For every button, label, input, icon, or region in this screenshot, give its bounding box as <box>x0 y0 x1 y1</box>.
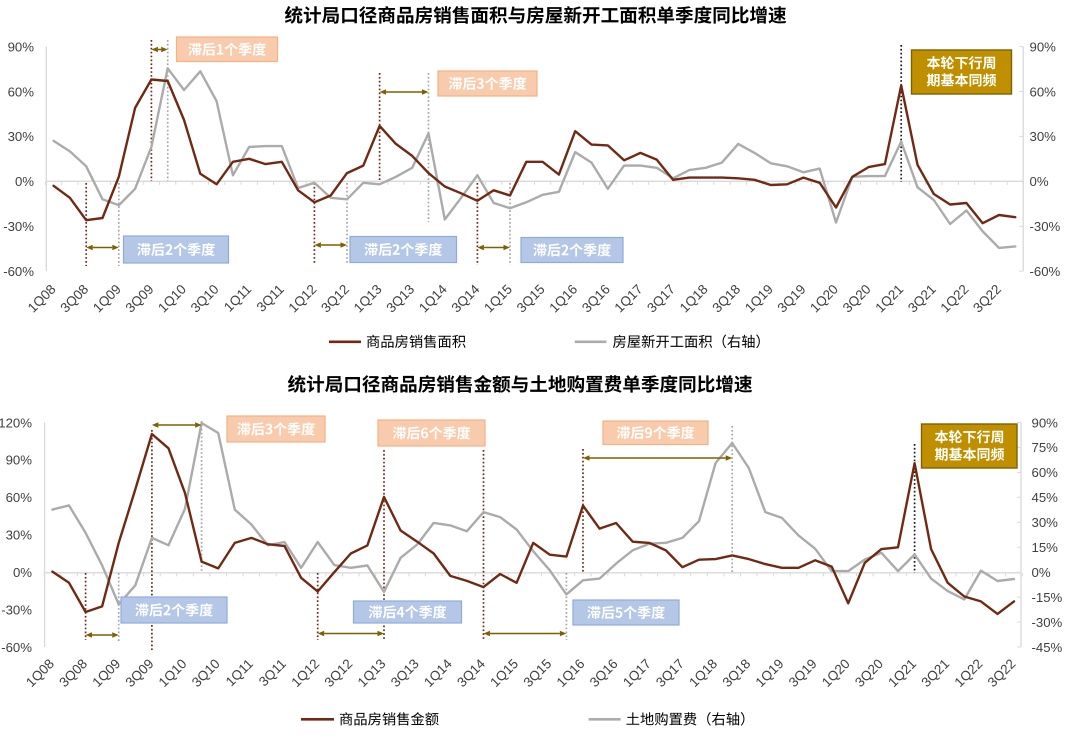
svg-text:-45%: -45% <box>1032 640 1063 655</box>
svg-text:60%: 60% <box>8 84 35 99</box>
svg-text:-15%: -15% <box>1032 590 1063 605</box>
svg-text:120%: 120% <box>0 415 32 430</box>
svg-text:0%: 0% <box>1030 174 1049 189</box>
svg-text:-60%: -60% <box>1030 264 1061 279</box>
svg-text:30%: 30% <box>1030 129 1057 144</box>
svg-text:90%: 90% <box>6 453 33 468</box>
svg-text:-60%: -60% <box>1 640 32 655</box>
svg-text:0%: 0% <box>13 565 32 580</box>
svg-text:45%: 45% <box>1032 490 1059 505</box>
svg-text:90%: 90% <box>8 39 35 54</box>
svg-text:90%: 90% <box>1032 415 1059 430</box>
svg-text:-30%: -30% <box>1032 615 1063 630</box>
svg-text:60%: 60% <box>6 490 33 505</box>
svg-text:15%: 15% <box>1032 540 1059 555</box>
svg-text:30%: 30% <box>1032 515 1059 530</box>
svg-text:0%: 0% <box>1032 565 1051 580</box>
svg-text:30%: 30% <box>6 528 33 543</box>
svg-text:-30%: -30% <box>1 602 32 617</box>
svg-text:-30%: -30% <box>3 219 34 234</box>
svg-text:75%: 75% <box>1032 440 1059 455</box>
svg-text:90%: 90% <box>1030 39 1057 54</box>
svg-text:30%: 30% <box>8 129 35 144</box>
svg-text:60%: 60% <box>1030 84 1057 99</box>
svg-text:0%: 0% <box>15 174 34 189</box>
svg-text:-60%: -60% <box>3 264 34 279</box>
svg-text:-30%: -30% <box>1030 219 1061 234</box>
svg-text:60%: 60% <box>1032 465 1059 480</box>
